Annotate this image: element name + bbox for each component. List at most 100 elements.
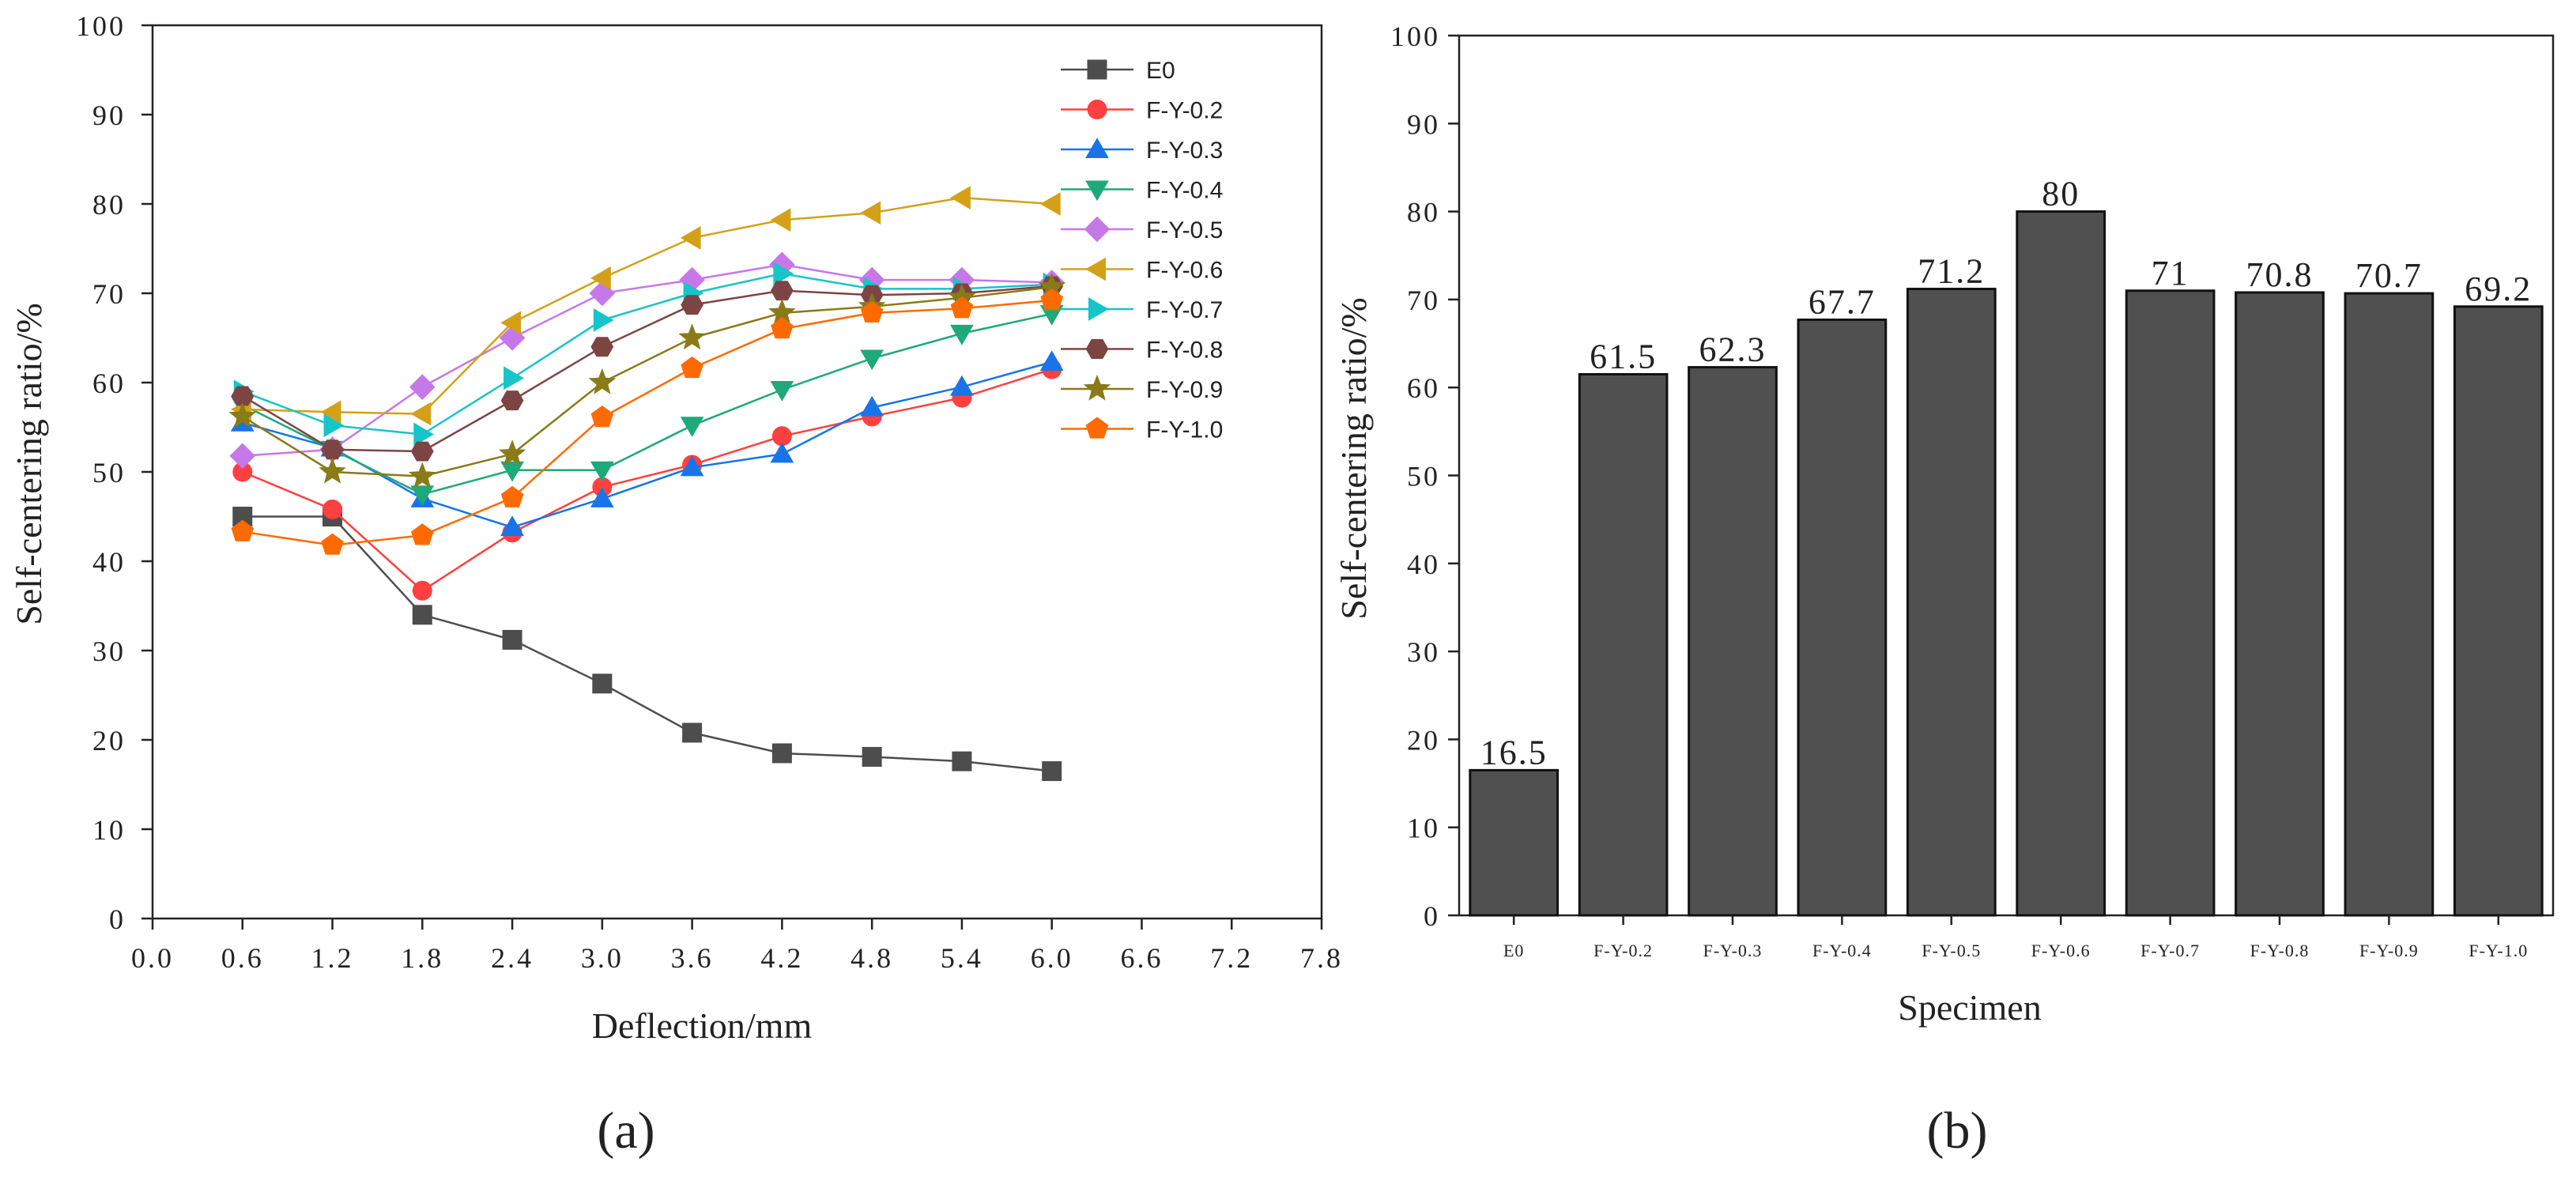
chart-a-series-line — [242, 285, 1052, 477]
chart-a-series-line — [242, 360, 1053, 529]
chart-a-data-point — [1039, 350, 1064, 371]
chart-a-y-tick-label: 70 — [92, 278, 126, 310]
chart-b-y-tick-label: 60 — [1407, 372, 1440, 404]
chart-a-x-tick-label: 6.6 — [1120, 942, 1163, 974]
chart-a-legend-marker — [1085, 138, 1109, 158]
chart-b-category-label: F-Y-0.7 — [2140, 941, 2200, 960]
chart-a-legend: E0 F-Y-0.2 F-Y-0.3 F-Y-0.4 F-Y-0.5 F-Y-0.6 F-Y… — [1061, 58, 1223, 443]
chart-a-x-tick-label: 1.8 — [401, 942, 443, 974]
chart-b-bar-value-label: 16.5 — [1480, 733, 1548, 771]
chart-a-data-point — [592, 673, 613, 694]
chart-a-y-tick-label: 40 — [92, 546, 126, 578]
chart-a-series-line — [242, 285, 1052, 453]
chart-a-data-point — [413, 422, 435, 447]
chart-b-bar-value-label: 71 — [2152, 254, 2189, 292]
chart-b-bar — [1578, 373, 1669, 917]
chart-a-y-tick-label: 60 — [92, 368, 126, 399]
chart-a-data-point — [590, 461, 614, 482]
chart-b-category-label: F-Y-0.3 — [1703, 941, 1763, 960]
chart-a-data-point — [410, 402, 432, 426]
chart-a-data-point — [770, 208, 791, 232]
chart-a-legend-label: F-Y-0.8 — [1146, 338, 1223, 364]
chart-b-bar — [1797, 318, 1888, 917]
chart-b-category-label: F-Y-0.9 — [2359, 941, 2419, 960]
chart-a-data-point — [500, 515, 524, 537]
chart-a-legend-label: E0 — [1146, 58, 1175, 84]
chart-a-legend-marker — [1083, 374, 1111, 401]
chart-a-data-point — [590, 406, 614, 428]
chart-a-y-tick-label: 0 — [109, 903, 126, 935]
chart-a-data-point — [680, 226, 701, 250]
chart-b-bar-value-label: 71.2 — [1918, 252, 1985, 291]
chart-a-data-point — [229, 443, 256, 470]
chart-a-x-tick-label: 5.4 — [941, 942, 983, 974]
chart-a-data-point — [681, 356, 703, 379]
chart-a-data-point — [320, 400, 341, 424]
chart-a-y-tick-label: 80 — [92, 189, 126, 221]
chart-a-x-tick-label: 3.6 — [671, 942, 714, 974]
chart-a-y-tick-label: 100 — [76, 10, 126, 42]
chart-a-series-line — [242, 312, 1052, 496]
chart-a-data-point — [860, 300, 884, 323]
chart-a-data-point — [409, 374, 436, 401]
chart-a-data-point — [1042, 761, 1062, 782]
chart-a-x-tick-label: 7.2 — [1210, 942, 1253, 974]
chart-a-legend-marker — [1087, 100, 1107, 119]
chart-a-data-point — [680, 455, 704, 477]
chart-b-bar-value-label: 70.8 — [2246, 255, 2314, 294]
chart-a-data-point — [771, 281, 794, 301]
chart-a-x-tick-label: 4.2 — [760, 942, 803, 974]
chart-a-x-tick-label: 6.0 — [1031, 942, 1073, 974]
chart-b: 0 10 20 30 40 50 60 70 80 90 100 16.5 E0 61.5 F-Y-0.2 6… — [1390, 21, 2555, 960]
chart-a-data-point — [321, 439, 344, 460]
chart-a-data-point — [773, 262, 794, 286]
chart-b-category-label: F-Y-0.6 — [2031, 941, 2091, 960]
chart-a-legend-label: F-Y-0.2 — [1146, 98, 1223, 124]
chart-a-legend-marker — [1088, 297, 1109, 321]
chart-a-data-point — [771, 743, 792, 764]
chart-a-y-tick-label: 50 — [92, 457, 126, 489]
chart-b-y-tick-label: 40 — [1407, 549, 1440, 580]
chart-b-category-label: E0 — [1503, 941, 1524, 960]
chart-a-data-point — [500, 311, 522, 335]
chart-b-y-tick-label: 70 — [1407, 285, 1440, 316]
chart-a-legend-marker — [1085, 339, 1109, 359]
chart-a-y-tick-label: 90 — [92, 100, 126, 131]
chart-a-data-point — [681, 295, 703, 315]
chart-b-panel-label: (b) — [1927, 1102, 1988, 1160]
chart-a-data-point — [410, 441, 434, 462]
chart-a-x-tick-label: 1.2 — [311, 942, 354, 974]
chart-a-data-point — [500, 461, 524, 482]
chart-a-x-tick-label: 7.8 — [1300, 942, 1343, 974]
chart-a-legend-label: F-Y-0.9 — [1146, 377, 1223, 403]
chart-a-data-point — [862, 746, 882, 767]
chart-a: 0.0 0.6 1.2 1.8 2.4 3.0 3.6 4.2 4.8 5.4 6.0 6.6 7.2 7… — [76, 10, 1343, 974]
chart-b-bar-value-label: 80 — [2042, 175, 2080, 213]
chart-a-legend-label: F-Y-0.3 — [1146, 138, 1223, 164]
chart-a-legend-label: F-Y-0.6 — [1146, 258, 1223, 284]
chart-a-data-point — [1040, 288, 1063, 311]
chart-b-bar-value-label: 70.7 — [2355, 256, 2423, 295]
chart-a-y-axis-title: Self-centering ratio/% — [9, 303, 49, 624]
chart-b-y-tick-label: 20 — [1407, 724, 1440, 756]
chart-a-legend-label: F-Y-0.5 — [1146, 217, 1223, 243]
chart-a-data-point — [590, 487, 614, 507]
chart-a-series-f-y-0-2 — [232, 359, 1062, 601]
chart-b-y-tick-label: 30 — [1407, 636, 1440, 668]
chart-b-bar — [2453, 305, 2544, 917]
chart-a-series-f-y-0-6 — [230, 186, 1061, 426]
chart-b-bar — [2344, 292, 2435, 917]
chart-a-data-point — [590, 266, 611, 290]
chart-a-data-point — [231, 519, 255, 541]
chart-a-data-point — [860, 201, 881, 225]
chart-b-bar — [1688, 366, 1778, 917]
chart-a-data-point — [950, 375, 974, 396]
chart-a-series-f-y-0-7 — [233, 262, 1064, 447]
chart-a-legend-label: F-Y-0.7 — [1146, 297, 1223, 323]
chart-b-y-tick-label: 90 — [1407, 108, 1440, 140]
chart-a-data-point — [590, 337, 614, 357]
chart-a-data-point — [500, 485, 524, 507]
chart-a-series-e0 — [232, 507, 1062, 782]
